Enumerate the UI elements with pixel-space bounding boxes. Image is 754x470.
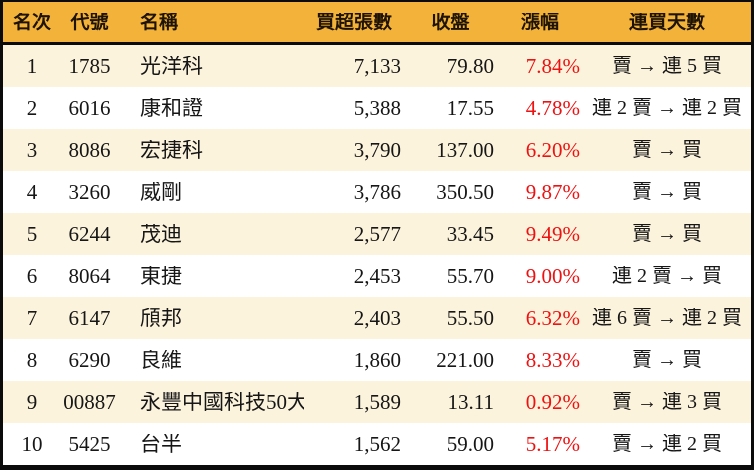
cell-code: 00887: [63, 391, 116, 413]
cell-change: 5.17%: [525, 433, 580, 455]
cell-change: 9.49%: [525, 223, 580, 245]
cell-volume: 2,577: [353, 223, 401, 245]
table-row: 3 8086 宏捷科 3,790 137.00 6.20% 賣 → 買: [3, 129, 751, 171]
table-row: 1 1785 光洋科 7,133 79.80 7.84% 賣 → 連 5 買: [3, 45, 751, 87]
cell-change: 7.84%: [525, 55, 580, 77]
header-row: 名次 代號 名稱 買超張數 收盤 漲幅 連買天數: [3, 2, 751, 45]
cell-streak: 連 2 賣 → 連 2 買: [592, 98, 742, 118]
cell-change: 9.00%: [525, 265, 580, 287]
cell-rank: 4: [26, 181, 38, 203]
header-close: 收盤: [431, 12, 470, 32]
cell-streak: 賣 → 買: [632, 350, 702, 370]
cell-streak: 賣 → 買: [632, 140, 702, 160]
cell-streak: 賣 → 連 5 買: [612, 56, 722, 76]
cell-volume: 2,453: [353, 265, 401, 287]
table-row: 2 6016 康和證 5,388 17.55 4.78% 連 2 賣 → 連 2…: [3, 87, 751, 129]
cell-name: 東捷: [140, 265, 182, 287]
cell-change: 0.92%: [525, 391, 580, 413]
cell-streak: 賣 → 連 3 買: [612, 392, 722, 412]
cell-name: 康和證: [140, 97, 203, 119]
cell-volume: 1,562: [353, 433, 401, 455]
cell-change: 9.87%: [525, 181, 580, 203]
cell-code: 6290: [68, 349, 111, 371]
header-change: 漲幅: [520, 12, 559, 32]
header-volume: 買超張數: [315, 12, 392, 32]
cell-change: 8.33%: [525, 349, 580, 371]
cell-volume: 7,133: [353, 55, 401, 77]
cell-name: 永豐中國科技50大: [140, 391, 304, 413]
cell-change: 4.78%: [525, 97, 580, 119]
cell-code: 1785: [68, 55, 111, 77]
table-row: 6 8064 東捷 2,453 55.70 9.00% 連 2 賣 → 買: [3, 255, 751, 297]
cell-rank: 10: [21, 433, 43, 455]
cell-rank: 1: [26, 55, 38, 77]
cell-close: 13.11: [447, 391, 494, 413]
cell-name: 威剛: [140, 181, 182, 203]
cell-close: 79.80: [446, 55, 494, 77]
cell-volume: 3,790: [353, 139, 401, 161]
cell-close: 59.00: [446, 433, 494, 455]
cell-code: 6147: [68, 307, 111, 329]
cell-streak: 連 2 賣 → 買: [612, 266, 722, 286]
cell-name: 良維: [140, 349, 182, 371]
table-row: 10 5425 台半 1,562 59.00 5.17% 賣 → 連 2 買: [3, 423, 751, 465]
cell-rank: 9: [26, 391, 38, 413]
cell-code: 5425: [68, 433, 111, 455]
cell-rank: 7: [26, 307, 38, 329]
cell-streak: 連 6 賣 → 連 2 買: [592, 308, 742, 328]
cell-code: 8086: [68, 139, 111, 161]
cell-close: 137.00: [436, 139, 494, 161]
header-streak: 連買天數: [628, 12, 705, 32]
header-rank: 名次: [12, 12, 51, 32]
cell-code: 3260: [68, 181, 111, 203]
header-name: 名稱: [140, 12, 179, 32]
cell-close: 55.70: [446, 265, 494, 287]
header-code: 代號: [70, 12, 109, 32]
cell-streak: 賣 → 買: [632, 182, 702, 202]
cell-change: 6.20%: [525, 139, 580, 161]
table-row: 9 00887 永豐中國科技50大 1,589 13.11 0.92% 賣 → …: [3, 381, 751, 423]
cell-code: 8064: [68, 265, 111, 287]
cell-volume: 5,388: [353, 97, 401, 119]
cell-change: 6.32%: [525, 307, 580, 329]
cell-name: 宏捷科: [140, 139, 203, 161]
cell-name: 茂迪: [140, 223, 182, 245]
table-row: 4 3260 威剛 3,786 350.50 9.87% 賣 → 買: [3, 171, 751, 213]
cell-volume: 1,589: [353, 391, 401, 413]
cell-close: 350.50: [436, 181, 494, 203]
cell-streak: 賣 → 連 2 買: [612, 434, 722, 454]
cell-name: 光洋科: [140, 55, 203, 77]
cell-volume: 3,786: [353, 181, 401, 203]
cell-close: 55.50: [446, 307, 494, 329]
cell-name: 台半: [140, 433, 182, 455]
table-row: 5 6244 茂迪 2,577 33.45 9.49% 賣 → 買: [3, 213, 751, 255]
cell-close: 17.55: [446, 97, 494, 119]
cell-volume: 2,403: [353, 307, 401, 329]
cell-code: 6244: [68, 223, 111, 245]
cell-rank: 8: [26, 349, 38, 371]
cell-volume: 1,860: [353, 349, 401, 371]
cell-streak: 賣 → 買: [632, 224, 702, 244]
cell-rank: 5: [26, 223, 38, 245]
cell-close: 33.45: [446, 223, 494, 245]
table-row: 7 6147 頎邦 2,403 55.50 6.32% 連 6 賣 → 連 2 …: [3, 297, 751, 339]
cell-code: 6016: [68, 97, 111, 119]
table-row: 8 6290 良維 1,860 221.00 8.33% 賣 → 買: [3, 339, 751, 381]
cell-rank: 3: [26, 139, 38, 161]
cell-close: 221.00: [436, 349, 494, 371]
cell-rank: 2: [26, 97, 38, 119]
cell-name: 頎邦: [140, 307, 182, 329]
cell-rank: 6: [26, 265, 38, 287]
